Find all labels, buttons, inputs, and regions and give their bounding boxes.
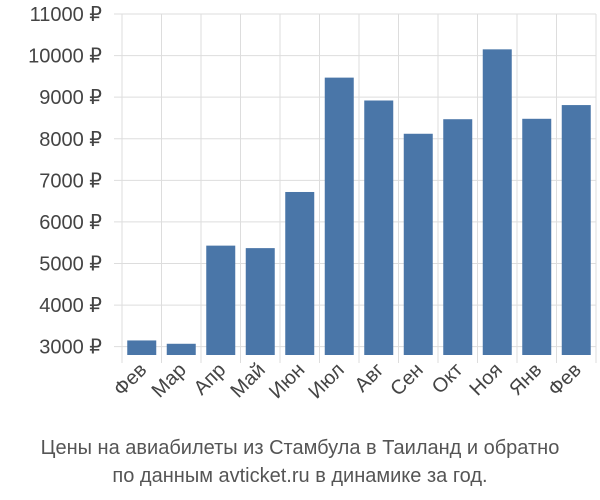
y-tick-label: 9000 ₽ <box>39 87 102 109</box>
y-tick-label: 6000 ₽ <box>39 212 102 234</box>
y-tick-label: 8000 ₽ <box>39 129 102 151</box>
x-tick-label: Окт <box>428 359 467 398</box>
y-tick-label: 4000 ₽ <box>39 295 102 317</box>
x-tick-label: Сен <box>386 359 427 400</box>
y-tick-label: 5000 ₽ <box>39 254 102 276</box>
x-tick-label: Май <box>227 359 270 402</box>
bar <box>206 245 236 355</box>
bar <box>403 133 433 355</box>
x-tick-label: Фев <box>110 359 152 401</box>
y-tick-label: 3000 ₽ <box>39 337 102 359</box>
x-tick-label: Ноя <box>465 359 506 400</box>
bar <box>127 340 157 355</box>
bar <box>482 49 512 355</box>
x-tick-label: Янв <box>505 359 546 400</box>
bar <box>522 118 552 355</box>
x-tick-label: Апр <box>190 359 231 400</box>
bar <box>285 191 315 355</box>
y-tick-label: 7000 ₽ <box>39 170 102 192</box>
bar <box>443 119 473 356</box>
chart-caption-line-2: по данным avticket.ru в динамике за год. <box>112 465 488 487</box>
bar <box>245 248 275 355</box>
x-tick-label: Июл <box>305 359 349 403</box>
x-tick-label: Авг <box>351 359 389 397</box>
x-tick-label: Фев <box>544 359 586 401</box>
y-tick-label: 11000 ₽ <box>30 4 103 26</box>
x-tick-label: Июн <box>265 359 309 403</box>
bar <box>561 105 591 355</box>
y-tick-label: 10000 ₽ <box>28 46 102 68</box>
x-tick-label: Мар <box>148 359 191 402</box>
bar <box>364 100 394 355</box>
chart-caption-line-1: Цены на авиабилеты из Стамбула в Таиланд… <box>40 437 560 459</box>
price-bar-chart: 3000 ₽ 4000 ₽ 5000 ₽ 6000 ₽ 7000 ₽ 8000 ₽ 9000… <box>28 4 597 403</box>
bar <box>324 77 354 355</box>
bar <box>166 343 196 355</box>
